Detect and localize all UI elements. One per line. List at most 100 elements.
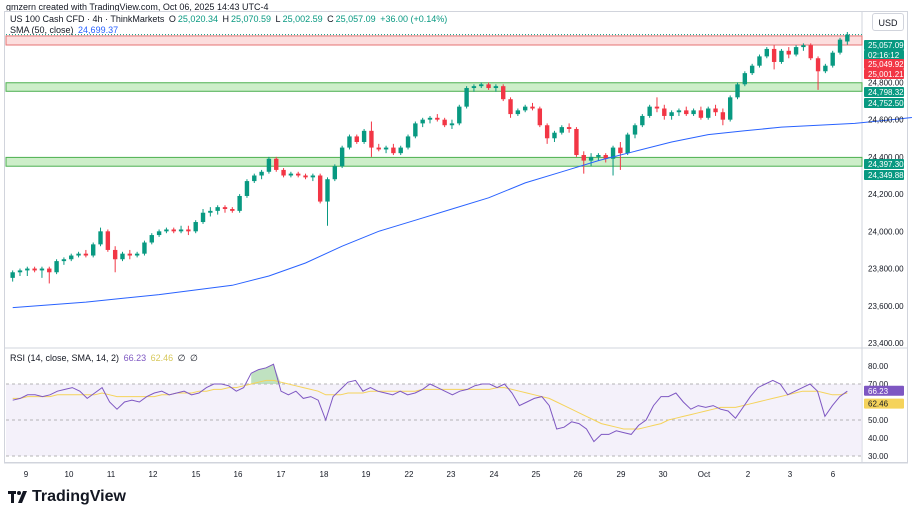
candle-body: [413, 123, 418, 137]
candle-body: [486, 84, 491, 89]
candle-body: [112, 249, 118, 260]
time-tick-label: 11: [107, 470, 116, 479]
candle-body: [259, 171, 264, 176]
candle-body: [252, 175, 257, 182]
rsi-sma-line: [12, 379, 848, 430]
candle-body: [142, 242, 147, 254]
candle-body: [222, 207, 228, 209]
candle-body: [244, 181, 250, 196]
price-tick-label: 24,800.00: [868, 78, 904, 87]
time-tick-label: 15: [192, 470, 201, 479]
candle-body: [457, 106, 462, 124]
rsi-legend[interactable]: RSI (14, close, SMA, 14, 2) 66.23 62.46 …: [10, 353, 200, 364]
time-tick-label: 3: [788, 470, 793, 479]
candle-body: [588, 156, 594, 161]
rsi-tick-label: 70.00: [868, 380, 889, 389]
candle-body: [10, 272, 15, 278]
price-badge: [864, 98, 904, 108]
rsi-extra-2: ∅: [190, 353, 198, 363]
price-tick-label: 24,400.00: [868, 153, 904, 162]
candle-body: [574, 128, 579, 156]
price-badge: [864, 69, 904, 79]
candle-body: [471, 86, 477, 89]
price-tick-label: 23,800.00: [868, 265, 904, 274]
candle-body: [149, 235, 154, 243]
price-badge: [864, 159, 904, 169]
candle-body: [735, 84, 740, 98]
rsi-sma-value: 62.46: [150, 353, 174, 363]
price-tick-label: 24,000.00: [868, 227, 904, 236]
candle-body: [61, 259, 67, 262]
candle-body: [691, 110, 696, 115]
candle-body: [383, 147, 389, 150]
candle-body: [618, 147, 623, 154]
candle-body: [120, 253, 125, 260]
candle-body: [720, 112, 726, 120]
change-value: +36.00 (+0.14%): [380, 14, 448, 24]
sma-value: 24,699.37: [78, 25, 119, 35]
time-tick-label: 6: [831, 470, 836, 479]
candle-body: [493, 86, 499, 89]
rsi-line: [12, 363, 848, 443]
candle-body: [127, 253, 133, 256]
support-zone: [5, 82, 863, 92]
currency-button[interactable]: USD: [872, 13, 904, 31]
price-badge: [864, 59, 904, 69]
price-badge: [864, 87, 904, 97]
high-label: H: [222, 14, 229, 24]
low-label: L: [275, 14, 281, 24]
candle-body: [786, 50, 791, 55]
candle-body: [296, 173, 301, 176]
rsi-badge: [864, 385, 904, 396]
rsi-label: RSI (14, close, SMA, 14, 2): [10, 353, 120, 363]
price-badge: [864, 50, 904, 60]
high-value: 25,070.59: [230, 14, 272, 24]
main-legend: US 100 Cash CFD · 4h · ThinkMarkets O 25,…: [10, 14, 449, 24]
candle-body: [442, 119, 447, 126]
rsi-tick-label: 30.00: [868, 452, 889, 461]
price-badge-label: 24,798.32: [868, 88, 904, 97]
price-badge: [864, 170, 904, 180]
candle-body: [76, 253, 81, 256]
candle-body: [647, 106, 652, 116]
price-badge-label: 25,049.92: [868, 60, 904, 69]
candle-body: [91, 244, 96, 256]
byline: gmzern created with TradingView.com, Oct…: [6, 2, 269, 12]
sma-legend[interactable]: SMA (50, close) 24,699.37: [10, 25, 120, 35]
price-tick-label: 24,200.00: [868, 190, 904, 199]
candle-body: [361, 130, 367, 142]
time-tick-label: Oct: [698, 470, 711, 479]
price-badge-label: 25,001.21: [868, 70, 904, 79]
time-tick-label: 18: [320, 470, 329, 479]
candle-body: [281, 169, 286, 176]
price-badge-label: 25,057.09: [868, 41, 904, 50]
candle-body: [662, 108, 667, 116]
price-badge-label: 24,397.30: [868, 160, 904, 169]
candle-body: [215, 207, 220, 211]
candle-body: [522, 106, 528, 111]
candle-body: [171, 229, 176, 232]
price-badge-label: 02:16:12: [868, 51, 900, 60]
candle-body: [288, 173, 294, 176]
time-tick-label: 23: [447, 470, 456, 479]
candle-body: [186, 229, 191, 232]
candle-body: [552, 132, 557, 139]
candle-body: [98, 231, 103, 245]
time-tick-label: 10: [65, 470, 74, 479]
time-tick-label: 24: [490, 470, 499, 479]
time-tick-label: 17: [277, 470, 286, 479]
candle-body: [779, 50, 784, 62]
candle-body: [369, 130, 374, 148]
candle-body: [698, 110, 704, 118]
symbol-label[interactable]: US 100 Cash CFD · 4h · ThinkMarkets: [10, 14, 165, 24]
candle-body: [105, 231, 111, 250]
candle-body: [515, 110, 521, 115]
candle-body: [544, 125, 550, 139]
candle-body: [156, 231, 162, 236]
candle-body: [193, 222, 198, 232]
candle-body: [793, 47, 799, 55]
candle-body: [684, 110, 689, 115]
candle-body: [405, 136, 411, 148]
candle-body: [837, 39, 843, 53]
